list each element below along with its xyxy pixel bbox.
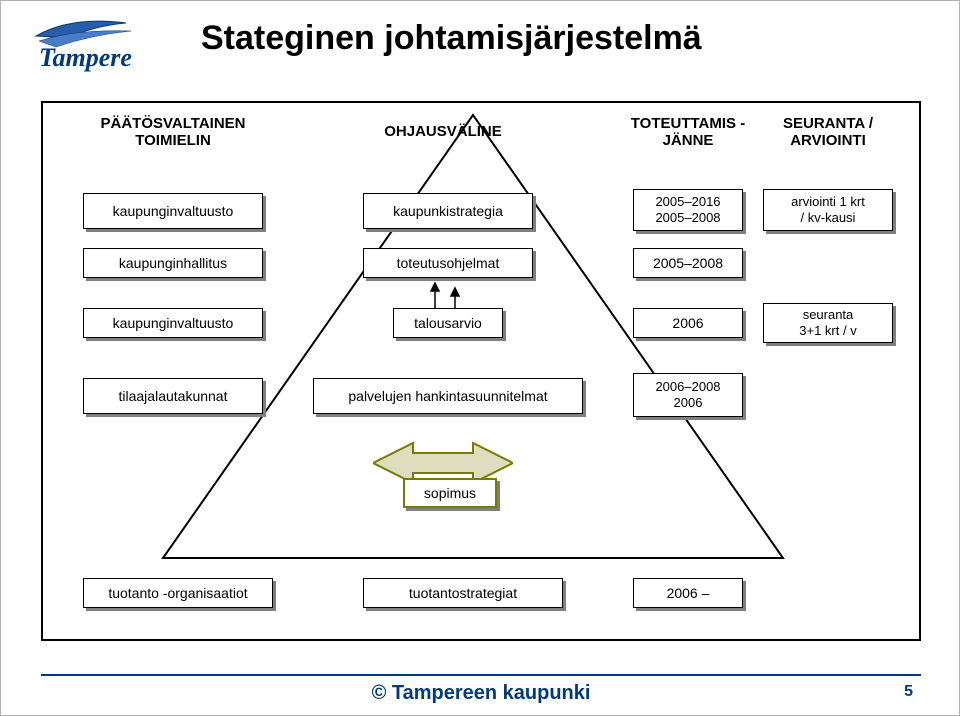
box-r1-seuranta: arviointi 1 krt/ kv-kausi <box>763 189 893 231</box>
slide-title: Stateginen johtamisjärjestelmä <box>201 19 841 58</box>
footer-text: © Tampereen kaupunki <box>372 682 591 704</box>
box-r3-toimielin: kaupunginvaltuusto <box>83 308 263 338</box>
box-r4-janne: 2006–20082006 <box>633 373 743 417</box>
box-r2-janne: 2005–2008 <box>633 248 743 278</box>
box-r2-ohjausvaline: toteutusohjelmat <box>363 248 533 278</box>
box-r1-ohjausvaline: kaupunkistrategia <box>363 193 533 229</box>
svg-text:Tampere: Tampere <box>39 43 132 72</box>
col-header-janne: TOTEUTTAMIS -JÄNNE <box>623 115 753 150</box>
page-number: 5 <box>904 683 913 701</box>
box-r4-toimielin: tilaajalautakunnat <box>83 378 263 414</box>
box-r1-toimielin: kaupunginvaltuusto <box>83 193 263 229</box>
box-r1-janne: 2005–20162005–2008 <box>633 189 743 231</box>
box-r3-janne: 2006 <box>633 308 743 338</box>
footer: © Tampereen kaupunki <box>1 674 960 705</box>
col-header-toimielin: PÄÄTÖSVALTAINENTOIMIELIN <box>83 115 263 150</box>
box-r3-seuranta: seuranta3+1 krt / v <box>763 303 893 343</box>
box-r5-ohjausvaline: tuotantostrategiat <box>363 578 563 608</box>
footer-rule <box>41 674 921 676</box>
tampere-logo: Tampere <box>31 11 161 81</box>
box-r5-janne: 2006 – <box>633 578 743 608</box>
slide: Tampere Stateginen johtamisjärjestelmä P… <box>0 0 960 716</box>
box-r2-toimielin: kaupunginhallitus <box>83 248 263 278</box>
content-frame: PÄÄTÖSVALTAINENTOIMIELIN OHJAUSVÄLINE TO… <box>41 101 921 641</box>
box-r5-toimielin: tuotanto -organisaatiot <box>83 578 273 608</box>
col-header-seuranta: SEURANTA /ARVIOINTI <box>763 115 893 150</box>
box-r4-ohjausvaline: palvelujen hankintasuunnitelmat <box>313 378 583 414</box>
col-header-ohjausvaline: OHJAUSVÄLINE <box>343 123 543 140</box>
box-r3-ohjausvaline: talousarvio <box>393 308 503 338</box>
box-sopimus: sopimus <box>403 478 497 508</box>
triangle-background <box>43 103 923 643</box>
